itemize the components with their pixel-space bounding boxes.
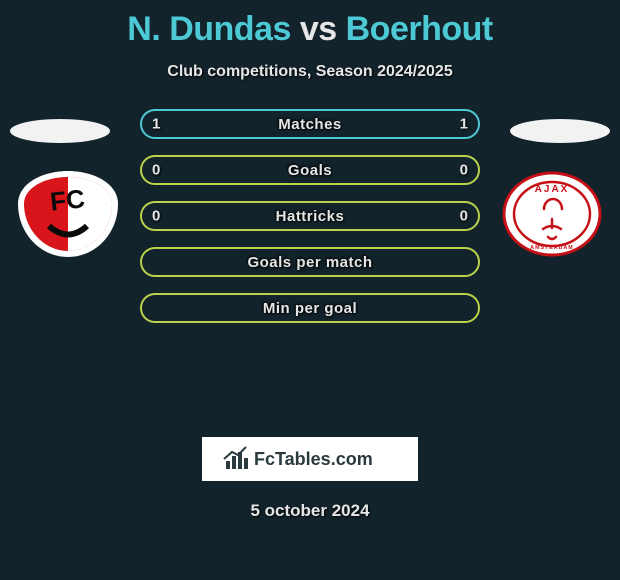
- player1-placeholder-ellipse: [10, 119, 110, 143]
- stat-bar-left-value: 1: [152, 116, 160, 133]
- fc-utrecht-badge: FC: [18, 171, 118, 257]
- player2-name: Boerhout: [346, 10, 493, 48]
- watermark-box: FcTables.com: [202, 437, 418, 481]
- stat-bar-right-value: 1: [460, 116, 468, 133]
- player1-name: N. Dundas: [127, 10, 291, 48]
- stat-bar-hattricks: Hattricks 0 0: [140, 201, 480, 231]
- subtitle: Club competitions, Season 2024/2025: [0, 63, 620, 81]
- date-text: 5 october 2024: [0, 501, 620, 521]
- svg-text:AMSTERDAM: AMSTERDAM: [530, 245, 573, 251]
- stat-bars: Matches 1 1 Goals 0 0 Hattricks 0 0 Goals per mat…: [140, 109, 480, 339]
- ajax-badge: AJAX AMSTERDAM: [502, 171, 602, 257]
- svg-text:FC: FC: [49, 183, 87, 216]
- stat-bar-label: Goals: [288, 162, 332, 179]
- stat-bar-matches: Matches 1 1: [140, 109, 480, 139]
- svg-text:AJAX: AJAX: [535, 184, 570, 195]
- stat-bar-label: Goals per match: [247, 254, 372, 271]
- stat-bar-right-value: 0: [460, 162, 468, 179]
- stat-bar-min-per-goal: Min per goal: [140, 293, 480, 323]
- stat-bar-label: Hattricks: [276, 208, 345, 225]
- stat-bar-left-value: 0: [152, 208, 160, 225]
- stat-bar-label: Min per goal: [263, 300, 357, 317]
- vs-text: vs: [300, 10, 337, 48]
- stat-bar-right-value: 0: [460, 208, 468, 225]
- comparison-stage: FC AJAX AMSTERDAM Matches11Goals00Hattri…: [0, 109, 620, 429]
- chart-icon: [224, 447, 248, 469]
- player2-placeholder-ellipse: [510, 119, 610, 143]
- stat-bar-left-value: 0: [152, 162, 160, 179]
- stat-bar-label: Matches: [278, 116, 342, 133]
- watermark-text: FcTables.com: [254, 449, 373, 469]
- stat-bar-goals-per-match: Goals per match: [140, 247, 480, 277]
- stat-bar-goals: Goals 0 0: [140, 155, 480, 185]
- comparison-title: N. Dundas vs Boerhout: [0, 0, 620, 49]
